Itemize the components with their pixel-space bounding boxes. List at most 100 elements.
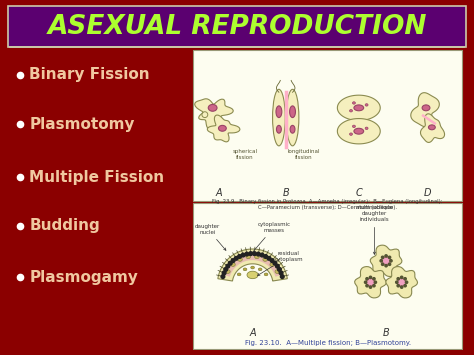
Circle shape	[404, 284, 406, 287]
Text: A: A	[249, 328, 256, 338]
Ellipse shape	[286, 89, 299, 146]
Circle shape	[374, 281, 376, 283]
Ellipse shape	[264, 273, 268, 276]
FancyBboxPatch shape	[193, 50, 462, 201]
Polygon shape	[207, 115, 240, 142]
Circle shape	[275, 264, 279, 268]
Circle shape	[385, 264, 387, 267]
Ellipse shape	[354, 128, 364, 134]
Circle shape	[256, 252, 260, 256]
Circle shape	[245, 252, 249, 256]
Circle shape	[231, 259, 235, 262]
Polygon shape	[370, 245, 402, 277]
Circle shape	[401, 276, 403, 279]
Circle shape	[401, 286, 403, 288]
Circle shape	[226, 264, 230, 268]
Polygon shape	[355, 267, 386, 298]
Polygon shape	[218, 249, 287, 281]
Circle shape	[369, 286, 372, 288]
Polygon shape	[337, 119, 380, 144]
Ellipse shape	[276, 125, 282, 133]
Text: Plasmogamy: Plasmogamy	[29, 270, 138, 285]
Circle shape	[385, 255, 387, 257]
Circle shape	[390, 260, 392, 262]
Text: multinucleate
daughter
individuals: multinucleate daughter individuals	[356, 205, 393, 254]
Ellipse shape	[354, 105, 364, 111]
Ellipse shape	[270, 263, 274, 266]
Circle shape	[279, 271, 283, 275]
Ellipse shape	[276, 106, 282, 118]
Circle shape	[366, 278, 368, 280]
Text: B: B	[283, 187, 289, 198]
Circle shape	[270, 259, 274, 262]
Ellipse shape	[237, 273, 241, 276]
Circle shape	[388, 263, 391, 266]
Ellipse shape	[251, 266, 255, 269]
Circle shape	[228, 261, 232, 265]
Text: Plasmotomy: Plasmotomy	[29, 117, 135, 132]
Polygon shape	[411, 93, 439, 127]
Circle shape	[260, 253, 264, 257]
Circle shape	[249, 252, 253, 256]
Ellipse shape	[263, 258, 267, 261]
Ellipse shape	[237, 258, 242, 261]
Polygon shape	[195, 99, 233, 130]
Ellipse shape	[349, 133, 353, 135]
Circle shape	[382, 256, 384, 258]
Circle shape	[221, 275, 225, 278]
Polygon shape	[337, 95, 380, 120]
Ellipse shape	[290, 125, 295, 133]
Circle shape	[224, 268, 228, 271]
Text: residual
cytoplasm: residual cytoplasm	[257, 251, 303, 275]
Text: Fig. 23.9.  Binary fission in Protozoa. A—Amoeba (irregular);  B—Euglena (longit: Fig. 23.9. Binary fission in Protozoa. A…	[212, 200, 443, 210]
Circle shape	[369, 276, 372, 279]
Circle shape	[380, 260, 383, 262]
FancyBboxPatch shape	[193, 203, 462, 349]
Circle shape	[267, 256, 271, 260]
Text: Budding: Budding	[29, 218, 100, 233]
Circle shape	[405, 281, 408, 283]
Ellipse shape	[366, 278, 375, 286]
Ellipse shape	[219, 125, 226, 131]
Circle shape	[253, 252, 256, 256]
Text: spherical
fission: spherical fission	[232, 149, 257, 159]
Ellipse shape	[247, 271, 258, 279]
Polygon shape	[420, 114, 445, 142]
Ellipse shape	[428, 125, 435, 130]
Ellipse shape	[226, 270, 230, 273]
Circle shape	[397, 278, 400, 280]
Circle shape	[388, 256, 391, 258]
Text: longitudinal
fission: longitudinal fission	[287, 149, 319, 159]
Text: A: A	[215, 187, 222, 198]
FancyBboxPatch shape	[8, 6, 466, 48]
Ellipse shape	[255, 255, 259, 258]
Polygon shape	[386, 267, 418, 298]
Ellipse shape	[397, 278, 406, 286]
Circle shape	[397, 284, 400, 287]
Circle shape	[264, 255, 267, 258]
Polygon shape	[223, 253, 283, 277]
Text: Multiple Fission: Multiple Fission	[29, 170, 164, 185]
Ellipse shape	[273, 89, 285, 146]
Ellipse shape	[243, 268, 247, 271]
Circle shape	[241, 253, 245, 257]
Text: C: C	[356, 187, 362, 198]
Ellipse shape	[258, 268, 262, 271]
Ellipse shape	[382, 257, 391, 265]
Circle shape	[396, 281, 398, 283]
Circle shape	[373, 278, 375, 280]
Ellipse shape	[353, 125, 356, 127]
Text: B: B	[383, 328, 390, 338]
Circle shape	[382, 263, 384, 266]
Circle shape	[278, 268, 281, 271]
Ellipse shape	[208, 104, 217, 111]
Circle shape	[404, 278, 406, 280]
Ellipse shape	[275, 270, 280, 273]
Ellipse shape	[365, 104, 368, 106]
Circle shape	[237, 255, 241, 258]
Ellipse shape	[353, 102, 356, 104]
Text: Fig. 23.10.  A—Multiple fission; B—Plasmotomy.: Fig. 23.10. A—Multiple fission; B—Plasmo…	[245, 340, 410, 345]
Ellipse shape	[349, 110, 353, 112]
Circle shape	[234, 256, 238, 260]
Circle shape	[365, 281, 367, 283]
